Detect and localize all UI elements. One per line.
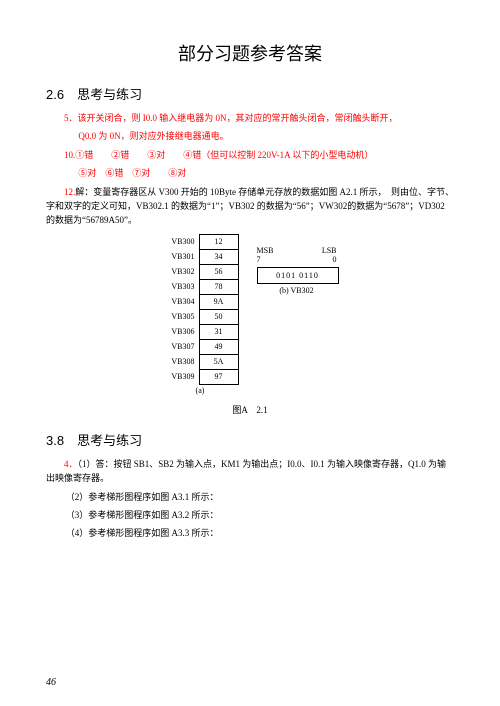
figure-left-col: VB30012 VB30134 VB30256 VB30378 VB3049A … <box>162 234 239 395</box>
q4-part4: （4）参考梯形图程序如图 A3.3 所示： <box>46 526 454 540</box>
vb-row-value: 34 <box>199 249 238 264</box>
q5-line1: 5．该开关闭合，则 I0.0 输入继电器为 0N，其对应的常开触头闭合，常闭触头… <box>46 111 454 125</box>
msb-lsb-labels: MSB LSB <box>257 246 337 255</box>
vb-row-label: VB308 <box>162 354 200 369</box>
figure-a2-1: VB30012 VB30134 VB30256 VB30378 VB3049A … <box>46 234 454 395</box>
figure-caption: 图A 2.1 <box>46 403 454 416</box>
section-2-6-heading: 2.6 思考与练习 <box>46 84 454 103</box>
vb-row-value: 31 <box>199 324 238 339</box>
vb-row-label: VB306 <box>162 324 200 339</box>
figure-a-caption: (a) <box>162 386 239 395</box>
q5-line2: Q0.0 为 0N，则对应外接继电器通电。 <box>46 129 454 143</box>
figure-b-caption: (b) VB302 <box>257 286 337 295</box>
page-number: 46 <box>46 677 56 688</box>
q10-line1: 10.①错 ②错 ③对 ④错（但可以控制 220V-1A 以下的小型电动机） <box>46 148 454 162</box>
msb-label: MSB <box>257 246 274 255</box>
vb-row-label: VB302 <box>162 264 200 279</box>
q4-prefix: 4． <box>64 459 78 469</box>
vb-row-value: 5A <box>199 354 238 369</box>
vb-row-label: VB304 <box>162 294 200 309</box>
vb-row-value: 49 <box>199 339 238 354</box>
section-3-8-heading: 3.8 思考与练习 <box>46 430 454 449</box>
vb-row-value: 50 <box>199 309 238 324</box>
q12-para: 12.解：变量寄存器区从 V300 开始的 10Byte 存储单元存放的数据如图… <box>46 185 454 228</box>
vb-row-value: 9A <box>199 294 238 309</box>
vb-row-label: VB303 <box>162 279 200 294</box>
q4-body1: （1）答：按钮 SB1、SB2 为输入点，KM1 为输出点；I0.0、I0.1 … <box>46 459 446 483</box>
q4-part1: 4．（1）答：按钮 SB1、SB2 为输入点，KM1 为输出点；I0.0、I0.… <box>46 457 454 486</box>
q4-part2: （2）参考梯形图程序如图 A3.1 所示： <box>46 490 454 504</box>
lsb-label: LSB <box>322 246 337 255</box>
page-title: 部分习题参考答案 <box>46 40 454 66</box>
page-content: 部分习题参考答案 2.6 思考与练习 5．该开关闭合，则 I0.0 输入继电器为… <box>0 0 500 541</box>
vb-row-value: 78 <box>199 279 238 294</box>
bit0-label: 0 <box>333 255 337 264</box>
bit7-label: 7 <box>257 255 261 264</box>
vb-row-value: 12 <box>199 234 238 249</box>
vb-row-label: VB307 <box>162 339 200 354</box>
vb-row-label: VB305 <box>162 309 200 324</box>
vb-row-label: VB309 <box>162 369 200 384</box>
vb-memory-table: VB30012 VB30134 VB30256 VB30378 VB3049A … <box>162 234 239 385</box>
q12-body: 解：变量寄存器区从 V300 开始的 10Byte 存储单元存放的数据如图 A2… <box>46 187 454 226</box>
byte-bits-box: 0101 0110 <box>257 267 339 284</box>
vb-row-label: VB300 <box>162 234 200 249</box>
bit-index-labels: 7 0 <box>257 255 337 264</box>
vb-row-label: VB301 <box>162 249 200 264</box>
q10-line2: ⑤对 ⑥错 ⑦对 ⑧对 <box>46 166 454 180</box>
vb-row-value: 56 <box>199 264 238 279</box>
vb-row-value: 97 <box>199 369 238 384</box>
figure-right-col: MSB LSB 7 0 0101 0110 (b) VB302 <box>257 234 339 395</box>
q4-part3: （3）参考梯形图程序如图 A3.2 所示： <box>46 508 454 522</box>
q12-prefix: 12. <box>64 187 75 197</box>
